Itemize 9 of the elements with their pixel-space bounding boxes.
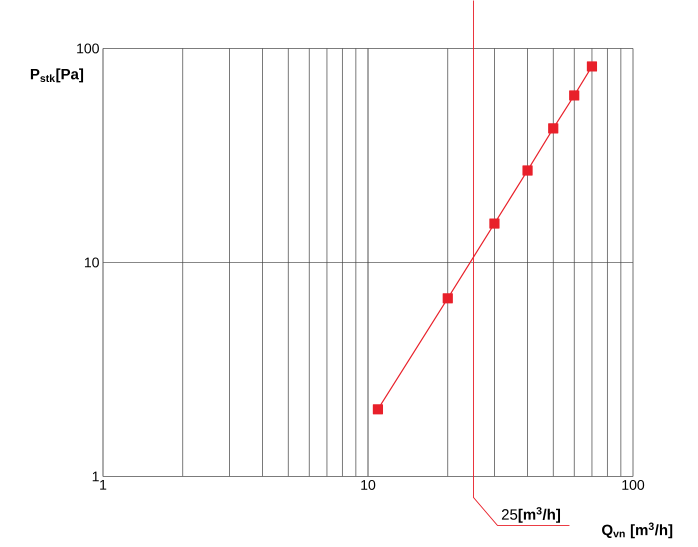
y-tick-label: 1 (92, 471, 99, 482)
y-tick-label: 10 (84, 257, 99, 268)
y-tick-label: 100 (77, 43, 99, 54)
x-tick-label: 1 (100, 480, 106, 490)
x-tick-label: 100 (622, 480, 644, 490)
x-tick-label: 10 (361, 480, 376, 490)
text: Q$_{vn}$ [m$^{3}$/h] (602, 522, 672, 538)
text: P$_{stk}$[Pa] (30, 68, 84, 82)
text: 25[m$^{3}$/h] (502, 506, 560, 523)
